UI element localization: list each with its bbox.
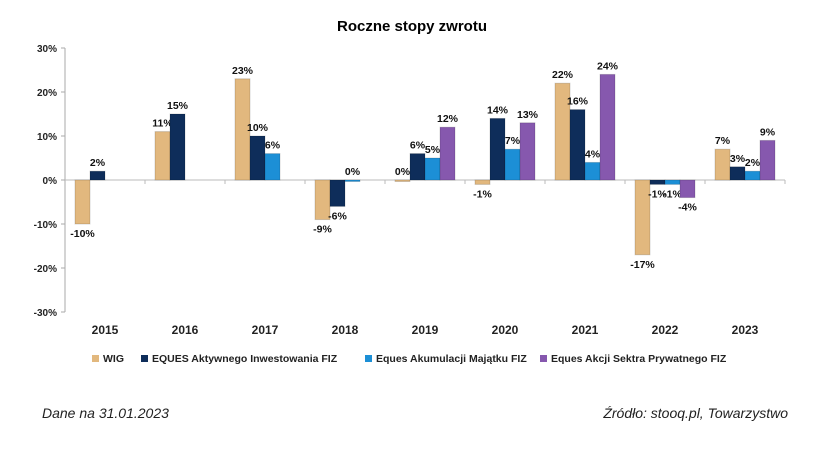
data-label: 22%	[552, 69, 574, 81]
data-label: 10%	[247, 122, 269, 134]
x-tick-label: 2021	[572, 323, 599, 337]
data-label: 14%	[487, 104, 509, 116]
bar	[664, 179, 681, 185]
bar	[759, 139, 776, 181]
bar	[89, 170, 106, 181]
bar	[714, 148, 731, 181]
data-label: 6%	[265, 140, 281, 152]
data-label: 2%	[745, 157, 761, 169]
data-label: 6%	[410, 140, 426, 152]
bar-chart: Roczne stopy zwrotu 30% 20% 10% 0% -10% -20% -…	[34, 18, 786, 365]
bar	[234, 78, 251, 181]
date-note: Dane na 31.01.2023	[42, 405, 169, 421]
data-label: 4%	[585, 148, 601, 160]
x-tick-label: 2022	[652, 323, 679, 337]
bar	[599, 73, 616, 181]
bar	[169, 113, 186, 181]
data-label: 7%	[715, 135, 731, 147]
bar	[329, 179, 346, 207]
y-tick-label: -20%	[34, 264, 57, 275]
legend-label: Eques Akcji Sektra Prywatnego FIZ	[551, 353, 727, 365]
legend-swatch	[141, 355, 148, 362]
bar	[344, 179, 361, 182]
bar	[729, 166, 746, 181]
bar	[744, 170, 761, 181]
data-label: 11%	[152, 118, 173, 130]
y-tick-label: -30%	[34, 308, 57, 319]
data-label: 16%	[567, 96, 589, 108]
data-label: 13%	[517, 109, 539, 121]
bar	[74, 179, 91, 225]
data-label: -4%	[678, 202, 697, 214]
legend-swatch	[92, 355, 99, 362]
data-label: -6%	[328, 210, 347, 222]
legend-swatch	[365, 355, 372, 362]
x-tick-label: 2015	[92, 323, 119, 337]
bar	[519, 122, 536, 181]
data-label: 9%	[760, 126, 776, 138]
bar	[394, 179, 411, 182]
data-label: 2%	[90, 157, 106, 169]
bar	[489, 117, 506, 181]
data-label: -1%	[648, 188, 667, 200]
bar	[154, 131, 171, 181]
source-note: Źródło: stooq.pl, Towarzystwo	[603, 405, 788, 421]
bar	[264, 153, 281, 181]
bar	[504, 148, 521, 181]
bar	[679, 179, 696, 199]
bar	[474, 179, 491, 185]
bar	[249, 135, 266, 181]
y-tick-label: 20%	[37, 88, 57, 99]
bar	[439, 126, 456, 181]
y-tick-label: 30%	[37, 44, 57, 55]
bar	[424, 157, 441, 181]
data-label: -10%	[70, 228, 95, 240]
data-label: -9%	[313, 224, 332, 236]
data-label: 24%	[597, 60, 619, 72]
bar	[634, 179, 651, 256]
bar	[584, 161, 601, 181]
x-tick-label: 2020	[492, 323, 519, 337]
chart-title: Roczne stopy zwrotu	[337, 18, 487, 35]
data-label: 0%	[395, 166, 411, 178]
legend-label: WIG	[103, 353, 124, 365]
bar	[569, 109, 586, 181]
y-tick-label: -10%	[34, 220, 57, 231]
legend-swatch	[540, 355, 547, 362]
data-label: -1%	[473, 188, 492, 200]
y-tick-label: 0%	[43, 176, 58, 187]
data-label: -17%	[630, 259, 655, 271]
bar	[649, 179, 666, 185]
x-tick-label: 2016	[172, 323, 199, 337]
legend-label: EQUES Aktywnego Inwestowania FIZ	[152, 353, 338, 365]
data-label: 12%	[437, 113, 459, 125]
data-label: 7%	[505, 135, 521, 147]
data-label: 23%	[232, 65, 254, 77]
x-tick-label: 2017	[252, 323, 279, 337]
x-tick-label: 2018	[332, 323, 359, 337]
x-tick-label: 2019	[412, 323, 439, 337]
bar	[409, 153, 426, 181]
data-label: 3%	[730, 153, 746, 165]
legend-label: Eques Akumulacji Majątku FIZ	[376, 353, 527, 365]
data-label: 0%	[345, 166, 361, 178]
x-tick-label: 2023	[732, 323, 759, 337]
data-label: -1%	[663, 188, 682, 200]
data-label: 5%	[425, 144, 441, 156]
y-tick-label: 10%	[37, 132, 57, 143]
data-label: 15%	[167, 100, 189, 112]
